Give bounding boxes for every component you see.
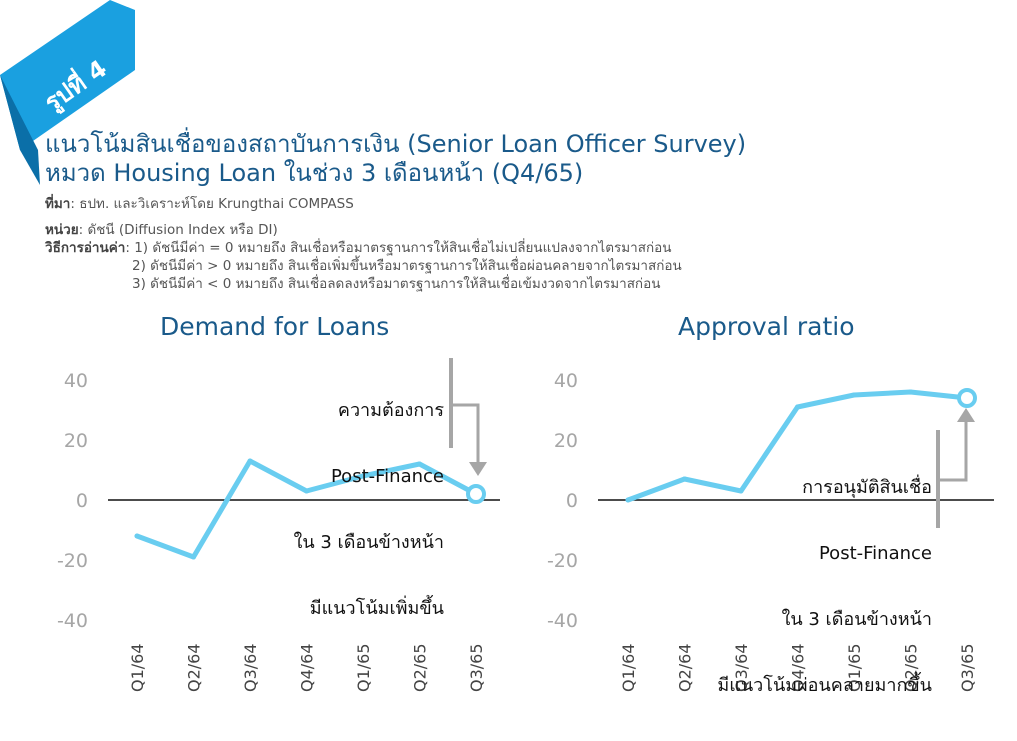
source-note: ที่มา: ธปท. และวิเคราะห์โดย Krungthai CO… bbox=[45, 195, 354, 213]
annotation-line: การอนุมัติสินเชื่อ bbox=[802, 477, 932, 498]
figure-title: แนวโน้มสินเชื่อของสถาบันการเงิน (Senior … bbox=[45, 130, 746, 188]
y-tick-label: -20 bbox=[547, 550, 578, 572]
y-tick-label: -40 bbox=[547, 610, 578, 632]
x-tick-label: Q4/64 bbox=[298, 643, 317, 692]
figure-title-line-2: หมวด Housing Loan ในช่วง 3 เดือนหน้า (Q4… bbox=[45, 159, 584, 187]
annotation-arrow-head bbox=[957, 408, 975, 422]
x-tick-label: Q1/64 bbox=[619, 643, 638, 692]
annotation-line: Post-Finance bbox=[818, 543, 932, 564]
data-point bbox=[795, 404, 800, 410]
annotation-line: ใน 3 เดือนข้างหน้า bbox=[781, 609, 932, 630]
y-tick-label: 0 bbox=[566, 490, 578, 512]
highlight-point bbox=[466, 484, 486, 504]
y-tick-label: 40 bbox=[554, 370, 578, 392]
unit-label: หน่วย bbox=[45, 222, 79, 238]
y-tick-label: -40 bbox=[57, 610, 88, 632]
data-point bbox=[191, 554, 196, 560]
approval-annotation: การอนุมัติสินเชื่อ Post-Finance ใน 3 เดื… bbox=[717, 433, 932, 741]
approval-ratio-chart: Approval ratio 40 20 0 -20 -40 Q1/64 Q2/64 Q3/6… bbox=[500, 300, 1000, 708]
annotation-line: ความต้องการ bbox=[337, 400, 444, 421]
demand-for-loans-plot: 40 20 0 -20 -40 Q1/64 Q2/64 Q3/64 Q4/64 Q1/65 Q2/6… bbox=[57, 358, 500, 692]
data-point bbox=[625, 497, 631, 503]
annotation-line: มีแนวโน้มผ่อนคลายมากขึ้น bbox=[717, 675, 932, 696]
x-tick-label: Q3/65 bbox=[958, 643, 977, 692]
x-tick-label: Q2/65 bbox=[902, 643, 921, 692]
x-tick-label: Q3/64 bbox=[241, 643, 260, 692]
x-tick-label: Q2/65 bbox=[411, 643, 430, 692]
x-tick-label: Q1/65 bbox=[354, 643, 373, 692]
highlight-point bbox=[957, 388, 977, 408]
y-tick-label: -20 bbox=[57, 550, 88, 572]
y-tick-label: 0 bbox=[76, 490, 88, 512]
x-tick-label: Q3/65 bbox=[467, 643, 486, 692]
chart-title: Approval ratio bbox=[678, 312, 855, 341]
data-point bbox=[134, 533, 140, 539]
data-point bbox=[908, 389, 913, 395]
data-point bbox=[360, 473, 366, 479]
method-line-2: 2) ดัชนีมีค่า > 0 หมายถึง สินเชื่อเพิ่มข… bbox=[132, 258, 682, 274]
annotation-line: มีแนวโน้มเพิ่มขึ้น bbox=[309, 598, 444, 619]
demand-for-loans-chart: Demand for Loans 40 20 0 -20 -40 Q1/64 Q2/64 Q3… bbox=[0, 300, 500, 708]
data-point bbox=[682, 476, 687, 482]
y-tick-label: 20 bbox=[554, 430, 578, 452]
chart-title: Demand for Loans bbox=[160, 312, 390, 341]
annotation-line: Post-Finance bbox=[330, 466, 444, 487]
source-label: ที่มา bbox=[45, 196, 71, 212]
data-point bbox=[247, 458, 253, 464]
data-point bbox=[304, 488, 309, 494]
annotation-arrow-line bbox=[938, 414, 968, 482]
unit-note: หน่วย: ดัชนี (Diffusion Index หรือ DI) bbox=[45, 221, 278, 239]
source-text: : ธปท. และวิเคราะห์โดย Krungthai COMPASS bbox=[70, 196, 354, 212]
x-tick-label: Q3/64 bbox=[732, 643, 751, 692]
x-tick-label: Q1/65 bbox=[845, 643, 864, 692]
x-tick-label: Q2/64 bbox=[676, 643, 695, 692]
method-line-3: 3) ดัชนีมีค่า < 0 หมายถึง สินเชื่อลดลงหร… bbox=[132, 276, 661, 292]
data-point bbox=[417, 461, 422, 467]
method-line-1: : 1) ดัชนีมีค่า = 0 หมายถึง สินเชื่อหรือ… bbox=[125, 240, 672, 256]
figure-title-line-1: แนวโน้มสินเชื่อของสถาบันการเงิน (Senior … bbox=[45, 130, 747, 158]
y-tick-label: 40 bbox=[64, 370, 88, 392]
x-tick-label: Q2/64 bbox=[185, 643, 204, 692]
data-point bbox=[851, 392, 857, 398]
data-point bbox=[738, 488, 744, 494]
unit-text: : ดัชนี (Diffusion Index หรือ DI) bbox=[78, 222, 278, 238]
figure-badge-ribbon: รูปที่ 4 bbox=[0, 0, 135, 185]
demand-annotation: ความต้องการ Post-Finance ใน 3 เดือนข้างห… bbox=[294, 356, 444, 664]
approval-ratio-plot: 40 20 0 -20 -40 Q1/64 Q2/64 Q3/64 Q4/64 Q1/65 Q2/6… bbox=[547, 370, 994, 692]
y-tick-label: 20 bbox=[64, 430, 88, 452]
reading-method-note: วิธีการอ่านค่า: 1) ดัชนีมีค่า = 0 หมายถึ… bbox=[45, 239, 682, 293]
method-label: วิธีการอ่านค่า bbox=[45, 240, 126, 256]
x-tick-label: Q1/64 bbox=[128, 643, 147, 692]
annotation-line: ใน 3 เดือนข้างหน้า bbox=[293, 532, 444, 553]
annotation-arrow-head bbox=[469, 462, 487, 476]
x-tick-label: Q4/64 bbox=[789, 643, 808, 692]
annotation-arrow-line bbox=[451, 403, 480, 470]
